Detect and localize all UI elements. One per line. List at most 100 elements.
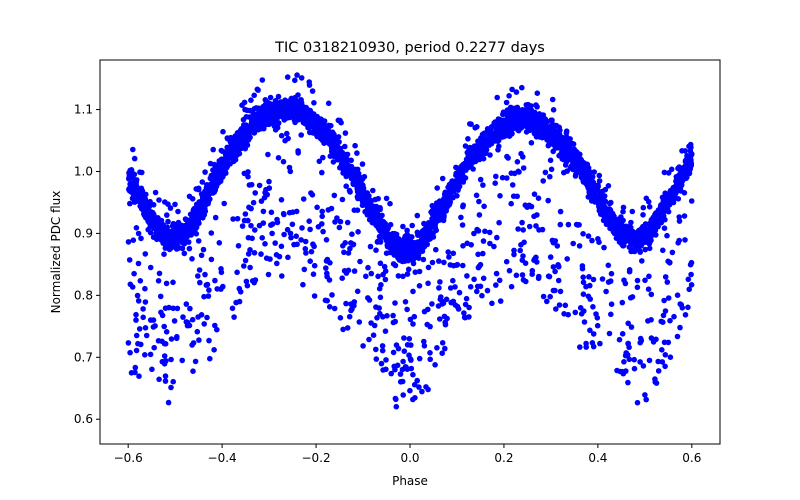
data-point — [271, 117, 278, 123]
data-point — [398, 250, 404, 257]
data-point — [206, 184, 212, 190]
outlier-point — [523, 278, 529, 285]
data-point — [389, 238, 396, 245]
data-point — [305, 124, 311, 131]
outlier-point — [133, 311, 139, 318]
outlier-point — [149, 366, 155, 373]
outlier-point — [377, 310, 383, 317]
data-point — [646, 245, 653, 252]
outlier-point — [249, 235, 255, 242]
data-point — [295, 104, 302, 110]
outlier-point — [416, 355, 423, 362]
data-point — [160, 222, 167, 228]
outlier-point — [370, 332, 377, 339]
outlier-point — [517, 247, 523, 254]
outlier-point — [216, 240, 223, 246]
data-point — [661, 200, 668, 206]
outlier-point — [380, 367, 386, 373]
outlier-point — [557, 208, 564, 215]
outlier-point — [434, 185, 441, 191]
data-point — [153, 225, 160, 231]
outlier-point — [438, 294, 444, 300]
outlier-point — [619, 299, 626, 306]
data-point — [143, 191, 149, 198]
outlier-point — [497, 298, 504, 304]
outlier-point — [653, 336, 659, 343]
data-point — [242, 145, 248, 152]
outlier-point — [126, 257, 133, 263]
outlier-point — [439, 340, 446, 346]
outlier-point — [367, 243, 374, 250]
outlier-point — [212, 163, 218, 169]
outlier-point — [419, 388, 425, 395]
y-tick-label: 0.9 — [74, 226, 93, 240]
outlier-point — [322, 297, 329, 304]
outlier-point — [461, 310, 467, 316]
outlier-point — [156, 376, 162, 383]
outlier-point — [127, 349, 133, 356]
outlier-point — [247, 247, 253, 253]
outlier-point — [349, 231, 355, 237]
outlier-point — [355, 229, 361, 235]
outlier-point — [162, 305, 169, 312]
data-point — [195, 203, 202, 210]
data-point — [478, 137, 485, 144]
data-point — [212, 187, 219, 193]
outlier-point — [394, 362, 401, 369]
outlier-point — [660, 312, 667, 319]
outlier-point — [289, 221, 296, 228]
data-point — [586, 187, 593, 194]
outlier-point — [241, 217, 248, 224]
outlier-point — [407, 387, 413, 394]
outlier-point — [540, 178, 546, 184]
outlier-point — [625, 340, 631, 347]
outlier-point — [376, 285, 383, 292]
outlier-point — [679, 148, 685, 154]
outlier-point — [366, 336, 372, 343]
outlier-point — [583, 344, 589, 350]
data-point — [476, 156, 483, 163]
outlier-point — [520, 165, 527, 171]
outlier-point — [208, 230, 215, 236]
outlier-point — [239, 102, 245, 108]
data-point — [683, 167, 689, 174]
outlier-point — [400, 392, 407, 398]
data-point — [213, 181, 220, 188]
outlier-point — [513, 89, 520, 95]
data-point — [536, 134, 543, 140]
outlier-point — [605, 262, 612, 269]
data-point — [449, 178, 456, 184]
outlier-point — [343, 270, 350, 276]
outlier-point — [273, 252, 280, 258]
outlier-point — [390, 261, 397, 267]
outlier-point — [375, 195, 382, 202]
data-point — [237, 138, 244, 144]
outlier-point — [452, 302, 459, 308]
data-point — [370, 220, 377, 226]
outlier-point — [307, 226, 313, 233]
outlier-point — [607, 278, 614, 284]
outlier-point — [179, 357, 185, 364]
outlier-point — [681, 213, 688, 219]
outlier-point — [328, 122, 334, 129]
data-points — [125, 72, 695, 410]
outlier-point — [678, 302, 685, 308]
data-point — [393, 231, 400, 238]
outlier-point — [404, 366, 411, 373]
outlier-point — [665, 170, 672, 176]
data-point — [143, 211, 149, 217]
outlier-point — [390, 319, 397, 326]
outlier-point — [557, 288, 564, 295]
outlier-point — [642, 392, 648, 398]
outlier-point — [357, 258, 363, 265]
outlier-point — [170, 378, 176, 385]
outlier-point — [567, 165, 574, 171]
outlier-point — [346, 313, 353, 320]
outlier-point — [620, 370, 627, 377]
outlier-point — [152, 189, 159, 196]
outlier-point — [201, 321, 207, 327]
outlier-point — [536, 227, 542, 233]
outlier-point — [361, 173, 368, 180]
data-point — [275, 93, 282, 100]
outlier-point — [531, 257, 537, 264]
